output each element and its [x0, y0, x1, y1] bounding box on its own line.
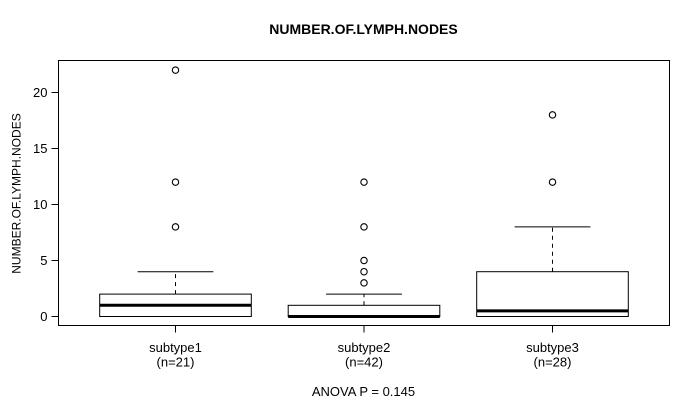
- y-tick-label: 15: [33, 141, 47, 156]
- y-tick-label: 5: [40, 253, 47, 268]
- y-tick-label: 0: [40, 309, 47, 324]
- outlier-point: [548, 178, 557, 186]
- outlier-point: [360, 267, 368, 276]
- outlier-point: [171, 178, 180, 186]
- iqr-box: [287, 304, 441, 317]
- group-label: subtype2: [338, 340, 391, 355]
- chart-title: NUMBER.OF.LYMPH.NODES: [269, 21, 458, 37]
- iqr-box: [476, 271, 629, 318]
- outlier-point: [171, 223, 180, 231]
- outlier-point: [360, 223, 368, 231]
- group-label: subtype1: [149, 340, 202, 355]
- y-tick-label: 20: [33, 85, 47, 100]
- outlier-point: [360, 256, 368, 265]
- anova-p-annotation: ANOVA P = 0.145: [311, 384, 416, 399]
- group-sublabel: (n=21): [157, 355, 195, 370]
- outlier-point: [171, 66, 180, 74]
- outlier-point: [360, 279, 368, 287]
- group-sublabel: (n=28): [534, 355, 572, 370]
- group-sublabel: (n=42): [345, 355, 383, 370]
- y-tick-label: 10: [33, 197, 47, 212]
- outlier-point: [360, 178, 368, 186]
- group-label: subtype3: [526, 340, 579, 355]
- outlier-point: [548, 111, 557, 119]
